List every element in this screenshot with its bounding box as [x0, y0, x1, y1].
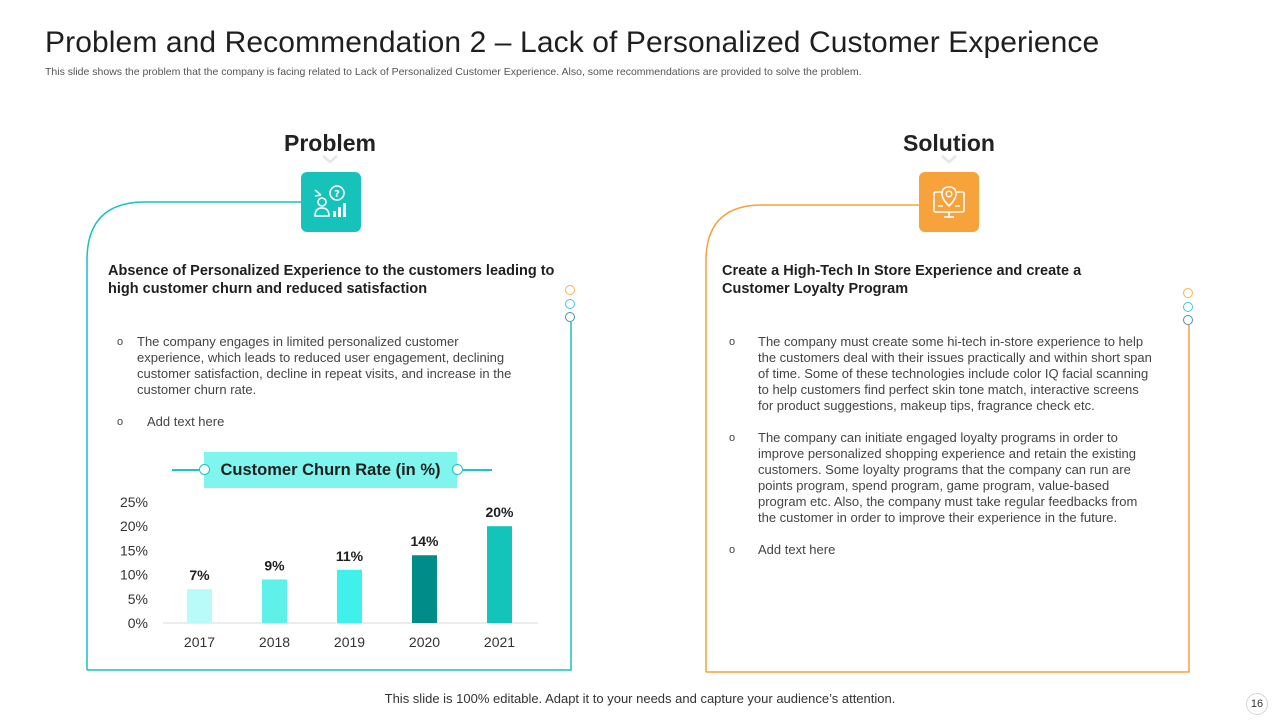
- bar-2018: [262, 579, 287, 623]
- bullet-text: Add text here: [758, 542, 836, 557]
- y-tick-label: 5%: [128, 591, 148, 607]
- list-item: o Add text here: [729, 542, 1154, 558]
- decor-dot: [1183, 315, 1193, 325]
- bar-2021: [487, 526, 512, 623]
- decor-dot: [565, 312, 575, 322]
- bullet-text: Add text here: [147, 414, 225, 429]
- data-label-2017: 7%: [189, 567, 210, 583]
- bullet-text: The company engages in limited personali…: [137, 334, 512, 397]
- bullet-text: The company must create some hi-tech in-…: [758, 334, 1152, 413]
- slide-subtitle: This slide shows the problem that the co…: [45, 66, 862, 78]
- chart-title-line-right: [452, 469, 492, 471]
- list-item: o Add text here: [117, 414, 527, 430]
- y-tick-label: 20%: [120, 518, 148, 534]
- decor-dot: [565, 298, 575, 309]
- problem-bullet-list: o The company engages in limited persona…: [117, 334, 527, 446]
- svg-text:?: ?: [334, 189, 340, 200]
- decor-dot: [565, 285, 575, 295]
- list-item: o The company must create some hi-tech i…: [729, 334, 1154, 414]
- problem-dot-stack: [565, 285, 577, 326]
- bullet-marker: o: [117, 336, 124, 348]
- y-tick-label: 10%: [120, 567, 148, 583]
- problem-chevron-icon: [322, 155, 338, 164]
- decor-dot: [1183, 301, 1193, 312]
- solution-panel-border: [705, 204, 1190, 673]
- y-tick-label: 0%: [128, 615, 148, 631]
- solution-icon-box: [919, 172, 979, 232]
- list-item: o The company engages in limited persona…: [117, 334, 527, 398]
- bullet-marker: o: [729, 544, 736, 556]
- x-tick-label: 2020: [409, 634, 440, 650]
- bar-2020: [412, 555, 437, 623]
- problem-panel-border: [86, 201, 572, 671]
- problem-lead-text: Absence of Personalized Experience to th…: [108, 263, 555, 297]
- x-tick-label: 2018: [259, 634, 290, 650]
- churn-rate-bar-chart: 0% 5% 10% 15% 20% 25% 7% 9% 11% 14% 20% 2017 2018 2…: [120, 494, 538, 650]
- slide-title: Problem and Recommendation 2 – Lack of P…: [45, 26, 1100, 59]
- chart-title-node-right: [452, 464, 463, 475]
- data-label-2020: 14%: [410, 533, 439, 549]
- problem-icon-box: ?: [301, 172, 361, 232]
- x-tick-label: 2019: [334, 634, 365, 650]
- problem-heading: Problem: [283, 130, 377, 156]
- solution-chevron-icon: [941, 155, 957, 164]
- page-number: 16: [1246, 693, 1268, 715]
- chart-title-node-left: [199, 464, 210, 475]
- bullet-marker: o: [729, 336, 736, 348]
- solution-dot-stack: [1183, 288, 1195, 329]
- data-label-2021: 20%: [485, 504, 514, 520]
- solution-heading: Solution: [903, 130, 995, 156]
- list-item: o The company can initiate engaged loyal…: [729, 430, 1154, 526]
- chart-title-line-left: [172, 469, 212, 471]
- solution-bullet-list: o The company must create some hi-tech i…: [729, 334, 1154, 574]
- x-tick-label: 2021: [484, 634, 515, 650]
- bar-2017: [187, 589, 212, 623]
- analytics-person-icon: ?: [314, 185, 346, 217]
- monitor-location-icon: [933, 186, 965, 218]
- bullet-marker: o: [117, 416, 124, 428]
- y-tick-label: 15%: [120, 542, 148, 558]
- decor-dot: [1183, 288, 1193, 298]
- y-tick-label: 25%: [120, 494, 148, 510]
- data-label-2019: 11%: [336, 548, 364, 564]
- data-label-2018: 9%: [264, 557, 285, 573]
- bar-2019: [337, 569, 362, 623]
- chart-title: Customer Churn Rate (in %): [204, 452, 457, 488]
- solution-lead-text: Create a High-Tech In Store Experience a…: [722, 263, 1082, 297]
- bullet-marker: o: [729, 432, 736, 444]
- bullet-text: The company can initiate engaged loyalty…: [758, 430, 1138, 525]
- footer-note: This slide is 100% editable. Adapt it to…: [384, 691, 896, 706]
- x-tick-label: 2017: [184, 634, 215, 650]
